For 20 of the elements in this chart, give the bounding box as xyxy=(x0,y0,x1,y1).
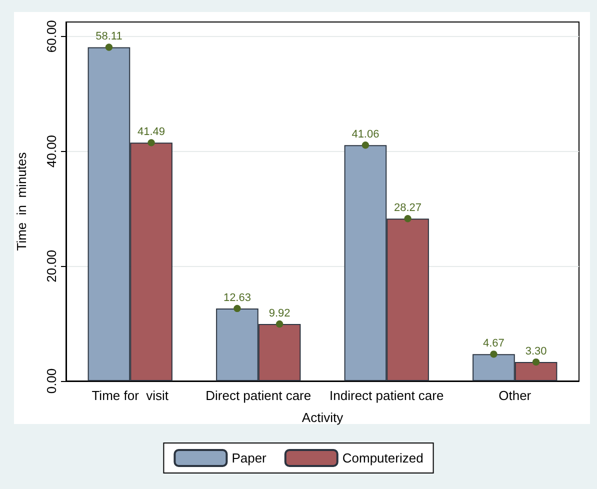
y-tick-label: 40.00 xyxy=(44,134,59,168)
x-tick-label: Other xyxy=(498,388,532,403)
data-label: 41.49 xyxy=(138,126,166,138)
x-axis-title: Activity xyxy=(302,410,344,425)
y-tick-label: 20.00 xyxy=(44,250,59,282)
x-tick-label: Indirect patient care xyxy=(330,388,444,403)
data-label: 58.11 xyxy=(96,30,122,43)
x-tick-label: Direct patient care xyxy=(206,388,312,403)
y-tick-label: 0.00 xyxy=(44,368,59,394)
y-tick-label: 60.00 xyxy=(44,20,59,53)
y-axis-title: Time in minutes xyxy=(14,152,29,251)
data-label: 4.67 xyxy=(483,338,504,350)
data-label: 28.27 xyxy=(394,202,422,214)
data-label: 41.06 xyxy=(352,128,380,141)
data-label: 9.92 xyxy=(268,308,290,320)
legend-label: Computerized xyxy=(342,450,424,466)
x-tick-label: Time for visit xyxy=(92,388,169,403)
legend-label: Paper xyxy=(232,450,268,466)
data-label: 12.63 xyxy=(223,292,251,304)
data-label: 3.30 xyxy=(525,346,547,358)
